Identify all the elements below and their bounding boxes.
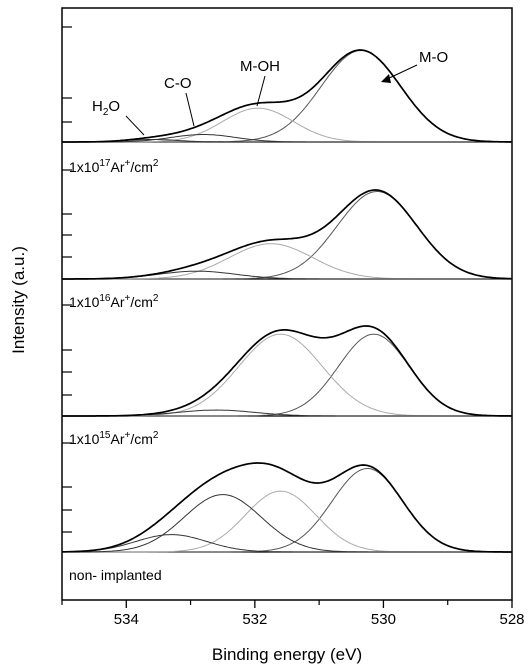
pointer-line (384, 64, 418, 81)
plot-frame (61, 7, 513, 601)
pointer-arrowhead (381, 74, 391, 83)
pointer-line (125, 115, 145, 136)
component-curve (62, 107, 512, 143)
envelope-curve (62, 462, 512, 553)
x-tick-label: 528 (499, 611, 524, 628)
y-axis-label: Intensity (a.u.) (9, 246, 28, 354)
peak-label-moh: M-OH (240, 58, 280, 75)
panel-label: non- implanted (69, 567, 162, 583)
peak-label-mo: M-O (419, 49, 448, 66)
x-tick-label: 530 (371, 611, 396, 628)
x-tick-label: 532 (242, 611, 267, 628)
panel-label: 1x1017Ar+/cm2 (69, 158, 159, 175)
component-curve (61, 534, 512, 553)
pointer-line (256, 75, 266, 107)
peak-label-co: C-O (164, 75, 192, 92)
component-curve (62, 243, 512, 280)
component-curve (62, 134, 512, 143)
envelope-curve (62, 189, 512, 280)
panel-label: 1x1015Ar+/cm2 (69, 430, 159, 447)
x-axis-label: Binding energy (eV) (212, 645, 362, 664)
component-curve (62, 191, 512, 280)
envelope-curve (62, 49, 512, 143)
x-tick-label: 534 (114, 611, 139, 628)
peak-label-h2o: H2O (92, 98, 120, 118)
panel-label: 1x1016Ar+/cm2 (69, 293, 159, 310)
envelope-curve (62, 325, 512, 417)
component-curve (62, 139, 512, 143)
pointer-line (185, 92, 195, 127)
